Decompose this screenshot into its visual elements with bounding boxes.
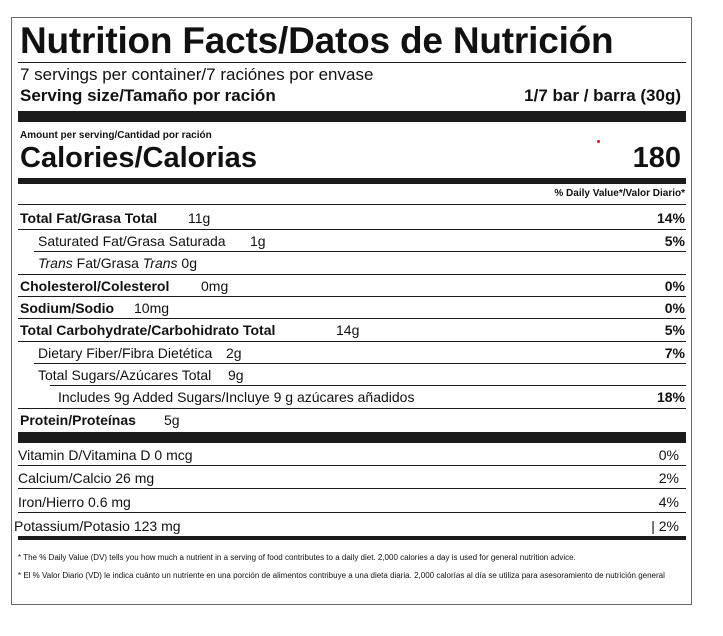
footnote-spanish: * El % Valor Diario (VD) le indica cuánt… (18, 571, 665, 580)
nutrient-dv: 0% (664, 278, 685, 294)
vitamin-name: Iron/Hierro 0.6 mg (18, 494, 131, 510)
nutrient-name: Total Fat/Grasa Total (20, 210, 158, 226)
row-rule (50, 385, 686, 386)
nutrient-amount: 0mg (201, 278, 229, 294)
row-rule (18, 229, 686, 230)
row-rule (34, 363, 686, 364)
row-rule (34, 251, 686, 252)
nutrient-dv: 7% (664, 345, 685, 361)
daily-value-header: % Daily Value*/Valor Diario* (554, 188, 685, 199)
thick-divider-vitamins (18, 432, 686, 443)
nutrient-dv: 18% (656, 389, 685, 405)
vitamin-row-potassium: Potassium/Potasio 123 mg | 2% (12, 515, 691, 537)
red-mark (597, 140, 600, 143)
vitamin-row-iron: Iron/Hierro 0.6 mg 4% (12, 491, 691, 513)
row-rule (18, 512, 686, 513)
row-rule (18, 296, 686, 297)
nutrient-row-dietary-fiber: Dietary Fiber/Fibra Dietética 2g 7% (12, 342, 691, 364)
nutrition-label: Nutrition Facts/Datos de Nutrición 7 ser… (11, 17, 692, 605)
nutrient-amount: 5g (164, 412, 180, 428)
serving-size-label: Serving size/Tamaño por ración (20, 86, 276, 105)
nutrient-row-trans-fat: Trans Fat/Grasa Trans 0g (12, 252, 691, 274)
nutrient-row-total-fat: Total Fat/Grasa Total 11g 14% (12, 207, 691, 229)
vitamin-name: Vitamin D/Vitamina D 0 mcg (18, 447, 193, 463)
trans-italic-2: Trans (142, 255, 178, 271)
nutrient-name: Sodium/Sodio (20, 300, 115, 316)
nutrient-name: Protein/Proteínas (20, 412, 136, 428)
nutrient-amount: 14g (336, 322, 360, 338)
nutrient-name: Dietary Fiber/Fibra Dietética (38, 345, 213, 361)
nutrient-amount: 0g (181, 255, 197, 271)
vitamin-dv: 2% (658, 470, 679, 486)
dv-header-rule (18, 204, 686, 205)
vitamin-row-vitamin-d: Vitamin D/Vitamina D 0 mcg 0% (12, 444, 691, 466)
nutrient-row-total-carbohydrate: Total Carbohydrate/Carbohidrato Total 14… (12, 319, 691, 341)
calories-divider (18, 178, 686, 184)
nutrient-name: Includes 9g Added Sugars/Incluye 9 g azú… (58, 389, 415, 405)
nutrient-name: Trans Fat/Grasa Trans 0g (38, 255, 197, 271)
servings-per-container: 7 servings per container/7 raciónes por … (20, 65, 374, 84)
vitamin-dv: 4% (658, 494, 679, 510)
nutrient-dv: 0% (664, 300, 685, 316)
nutrient-amount: 2g (226, 345, 242, 361)
nutrient-name: Total Sugars/Azúcares Total (38, 367, 212, 383)
nutrient-row-sodium: Sodium/Sodio 10mg 0% (12, 297, 691, 319)
vitamin-name: Potassium/Potasio 123 mg (14, 518, 181, 534)
row-rule (18, 341, 686, 342)
vitamin-dv: 0% (658, 447, 679, 463)
trans-italic: Trans (38, 255, 73, 271)
vitamin-dv: | 2% (651, 518, 679, 534)
nutrient-amount: 9g (228, 367, 244, 383)
thick-divider-top (18, 111, 686, 122)
row-rule (18, 274, 686, 275)
nutrient-dv: 14% (656, 210, 685, 226)
nutrient-dv: 5% (664, 233, 685, 249)
nutrient-name: Saturated Fat/Grasa Saturada (38, 233, 226, 249)
nutrient-row-cholesterol: Cholesterol/Colesterol 0mg 0% (12, 275, 691, 297)
calories-label: Calories/Calorias (20, 142, 257, 174)
nutrient-amount: 11g (188, 210, 211, 226)
nutrient-row-total-sugars: Total Sugars/Azúcares Total 9g (12, 364, 691, 386)
footnote-english: * The % Daily Value (DV) tells you how m… (18, 553, 576, 562)
nutrient-amount: 10mg (134, 300, 170, 316)
vitamin-row-calcium: Calcium/Calcio 26 mg 2% (12, 467, 691, 489)
row-rule (18, 465, 686, 466)
nutrient-row-saturated-fat: Saturated Fat/Grasa Saturada 1g 5% (12, 230, 691, 252)
nutrient-amount: 1g (250, 233, 266, 249)
trans-mid: Fat/Grasa (72, 255, 143, 271)
serving-size-value: 1/7 bar / barra (30g) (524, 86, 681, 105)
nutrient-row-added-sugars: Includes 9g Added Sugars/Incluye 9 g azú… (12, 386, 691, 408)
label-title: Nutrition Facts/Datos de Nutrición (20, 20, 614, 61)
amount-per-serving-label: Amount per serving/Cantidad por ración (20, 130, 212, 141)
title-rule (18, 62, 686, 63)
row-rule (18, 408, 686, 409)
nutrient-name: Total Carbohydrate/Carbohidrato Total (20, 322, 276, 338)
vitamin-name: Calcium/Calcio 26 mg (18, 470, 155, 486)
footnote-divider (18, 536, 686, 540)
nutrient-row-protein: Protein/Proteínas 5g (12, 409, 691, 431)
nutrient-dv: 5% (664, 322, 685, 338)
calories-value: 180 (632, 142, 681, 174)
row-rule (18, 488, 686, 489)
nutrient-name: Cholesterol/Colesterol (20, 278, 170, 294)
row-rule (18, 318, 686, 319)
